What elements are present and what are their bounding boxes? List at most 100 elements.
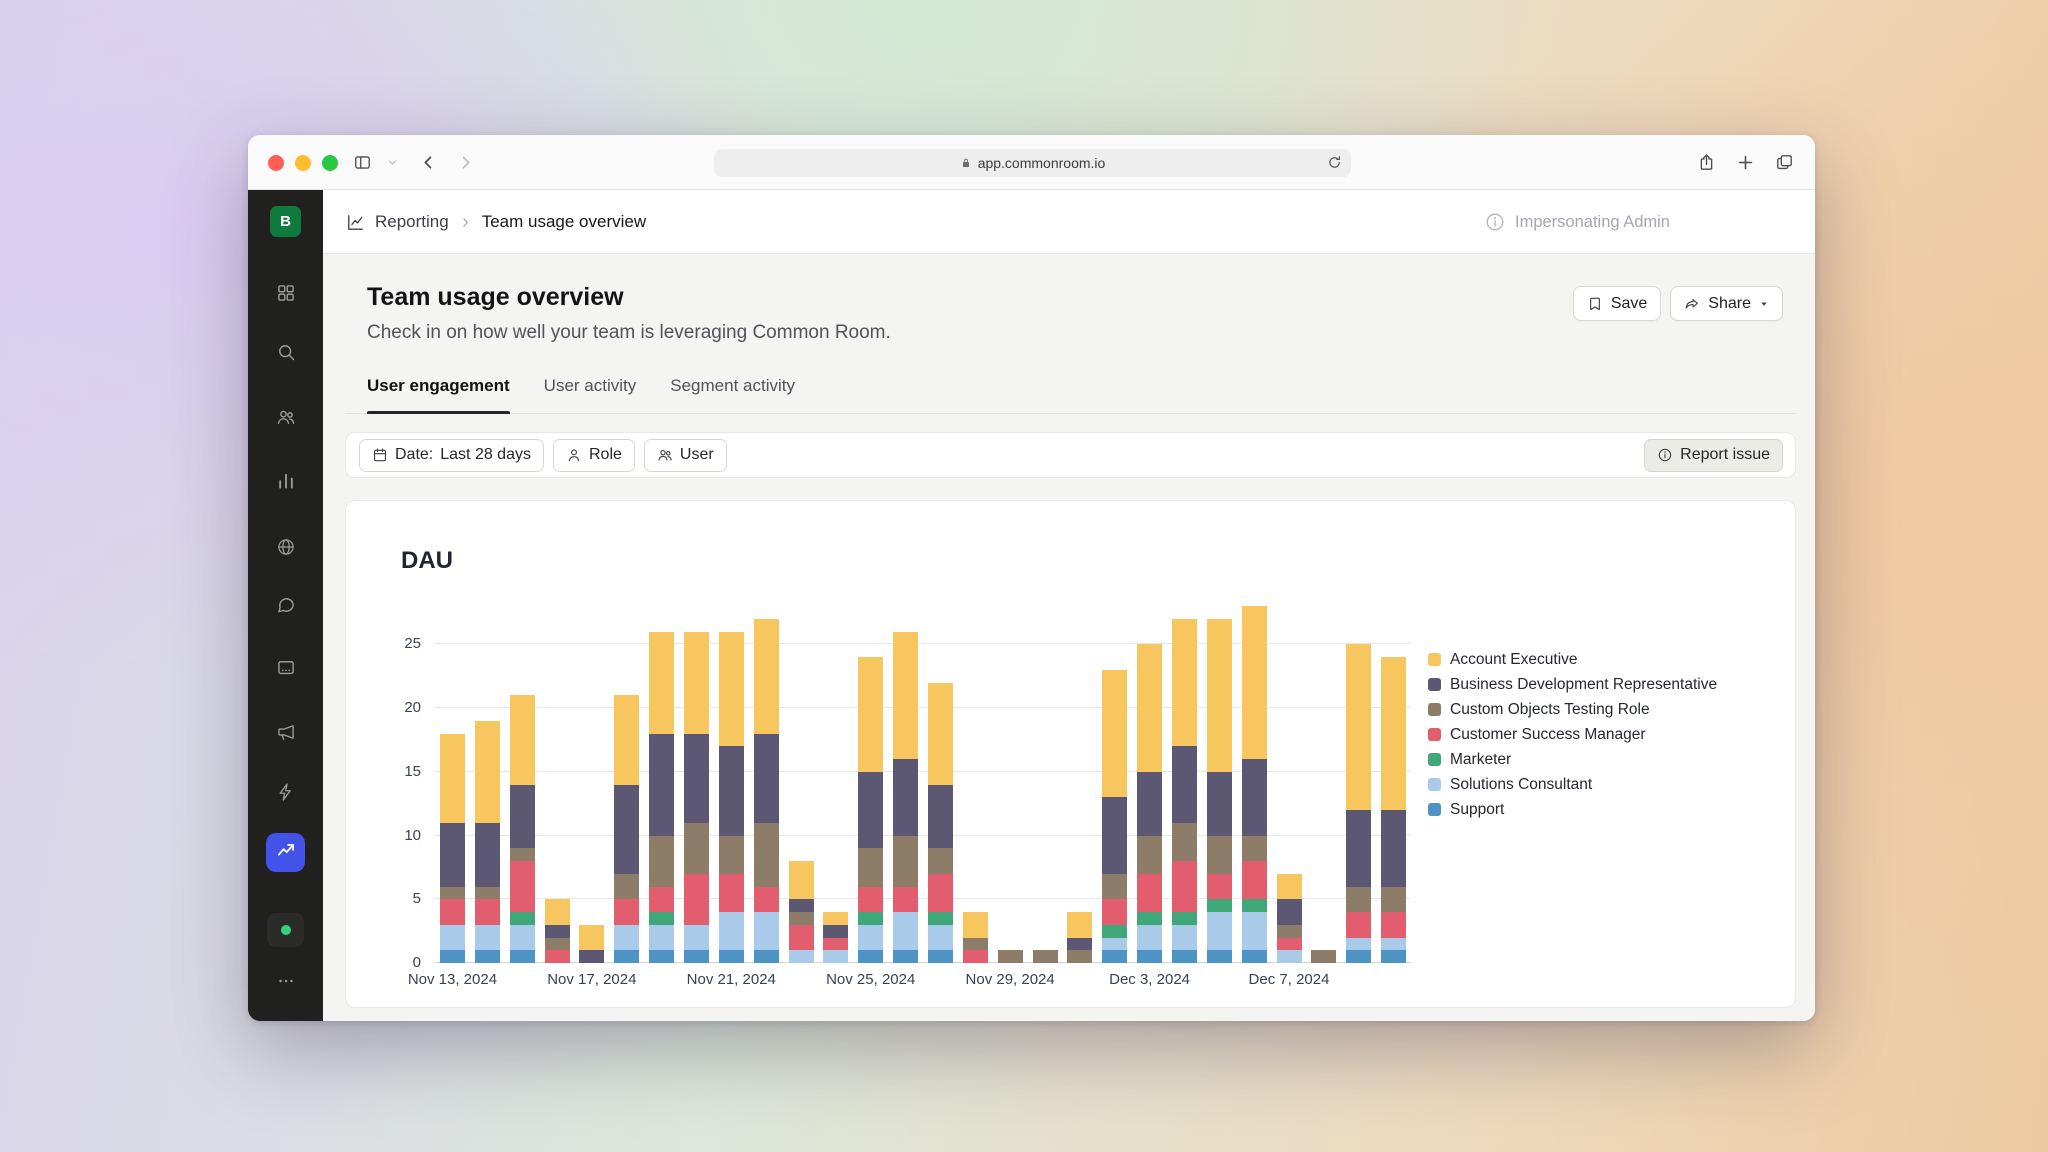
- chart-legend: Account Executive Business Development Re…: [1428, 651, 1717, 818]
- stacked-bar[interactable]: [1276, 873, 1302, 963]
- gridline-25: [435, 643, 1411, 645]
- stacked-bar[interactable]: [1102, 669, 1128, 963]
- contacts-icon: [276, 407, 296, 432]
- stacked-bar[interactable]: [823, 912, 849, 963]
- back-button[interactable]: [413, 135, 443, 190]
- fullscreen-button[interactable]: [322, 154, 338, 171]
- grid-icon: [276, 283, 296, 308]
- browser-window: app.commonroom.io B Reporting Team usage…: [248, 135, 1815, 1021]
- bar-segment: [509, 924, 535, 951]
- sidebar-item-contacts[interactable]: [266, 400, 305, 439]
- browser-share-icon[interactable]: [1691, 135, 1721, 190]
- stacked-bar[interactable]: [579, 924, 605, 963]
- status-indicator[interactable]: [267, 913, 304, 947]
- stacked-bar[interactable]: [1137, 644, 1163, 963]
- stacked-bar[interactable]: [962, 912, 988, 963]
- x-tick-label: Nov 25, 2024: [826, 971, 916, 988]
- bar-slot-nov-15: [505, 606, 540, 963]
- stacked-bar[interactable]: [683, 631, 709, 963]
- address-bar[interactable]: app.commonroom.io: [714, 149, 1351, 177]
- role-filter-button[interactable]: Role: [552, 438, 635, 472]
- stacked-bar[interactable]: [614, 695, 640, 963]
- stacked-bar[interactable]: [1381, 657, 1407, 963]
- stacked-bar[interactable]: [649, 631, 675, 963]
- bar-segment: [1206, 873, 1232, 900]
- save-icon: [1587, 296, 1603, 312]
- stacked-bar[interactable]: [753, 618, 779, 963]
- tab-user-engagement[interactable]: User engagement: [367, 375, 510, 414]
- bar-segment: [893, 759, 919, 836]
- sidebar-item-analytics[interactable]: [266, 464, 305, 503]
- sidebar-item-board[interactable]: [266, 651, 305, 690]
- bar-segment: [893, 631, 919, 759]
- bar-slot-nov-29: [993, 606, 1028, 963]
- bar-segment: [683, 950, 709, 963]
- online-dot-icon: [280, 925, 291, 935]
- bar-segment: [823, 912, 849, 925]
- date-filter-button[interactable]: Date: Last 28 days: [359, 438, 544, 472]
- bar-segment: [858, 657, 884, 772]
- bar-segment: [649, 924, 675, 951]
- report-issue-button[interactable]: Report issue: [1644, 438, 1783, 472]
- sidebar-item-campaigns[interactable]: [266, 715, 305, 754]
- stacked-bar[interactable]: [997, 950, 1023, 963]
- workspace-logo-letter: B: [280, 213, 291, 230]
- stacked-bar[interactable]: [1032, 950, 1058, 963]
- legend-item-customer-success-manager: Customer Success Manager: [1428, 726, 1717, 743]
- bar-segment: [614, 873, 640, 900]
- stacked-bar[interactable]: [544, 899, 570, 963]
- breadcrumb-reporting[interactable]: Reporting: [375, 212, 449, 231]
- minimize-button[interactable]: [295, 154, 311, 171]
- sidebar-item-reporting[interactable]: [266, 833, 305, 872]
- new-tab-icon[interactable]: [1730, 135, 1760, 190]
- sidebar-item-community[interactable]: [266, 530, 305, 569]
- bar-segment: [1102, 873, 1128, 900]
- sidebar-item-conversations[interactable]: [266, 588, 305, 627]
- legend-item-business-development-representative: Business Development Representative: [1428, 676, 1717, 693]
- bar-slot-nov-18: [609, 606, 644, 963]
- info-icon: [1484, 211, 1506, 233]
- sidebar-more-button[interactable]: [272, 970, 300, 992]
- sidebar-item-search[interactable]: [266, 335, 305, 374]
- stacked-bar[interactable]: [1206, 618, 1232, 963]
- bar-segment: [858, 886, 884, 912]
- tab-bar: User engagement User activity Segment acti…: [345, 375, 1796, 414]
- stacked-bar[interactable]: [1311, 950, 1337, 963]
- page-title: Team usage overview: [367, 283, 624, 311]
- workspace-logo[interactable]: B: [270, 206, 301, 237]
- chevron-down-icon[interactable]: [377, 135, 407, 190]
- stacked-bar[interactable]: [718, 631, 744, 963]
- user-filter-button[interactable]: User: [643, 438, 727, 472]
- tab-segment-activity[interactable]: Segment activity: [670, 376, 795, 395]
- tab-user-activity[interactable]: User activity: [543, 376, 637, 395]
- tab-overview-icon[interactable]: [1769, 135, 1799, 190]
- stacked-bar[interactable]: [788, 861, 814, 963]
- stacked-bar[interactable]: [1067, 912, 1093, 963]
- bar-segment: [614, 924, 640, 951]
- stacked-bar[interactable]: [858, 657, 884, 963]
- x-tick-label: Dec 3, 2024: [1109, 971, 1190, 988]
- stacked-bar[interactable]: [474, 720, 500, 963]
- stacked-bar[interactable]: [439, 733, 465, 963]
- stacked-bar[interactable]: [927, 682, 953, 963]
- bar-segment: [718, 950, 744, 963]
- bar-slot-nov-21: [714, 606, 749, 963]
- sidebar-item-automations[interactable]: [266, 775, 305, 814]
- stacked-bar[interactable]: [1171, 618, 1197, 963]
- stacked-bar[interactable]: [1241, 606, 1267, 963]
- forward-button[interactable]: [450, 135, 480, 190]
- lock-icon: [960, 157, 972, 169]
- close-button[interactable]: [268, 154, 284, 171]
- sidebar-toggle-icon[interactable]: [347, 135, 377, 190]
- stacked-bar[interactable]: [1346, 644, 1372, 963]
- bar-slot-nov-13: [435, 606, 470, 963]
- bar-segment: [683, 822, 709, 874]
- refresh-icon[interactable]: [1327, 155, 1342, 170]
- bar-segment: [753, 822, 779, 887]
- sidebar-item-dashboard[interactable]: [266, 276, 305, 315]
- share-button[interactable]: Share: [1670, 286, 1783, 321]
- stacked-bar[interactable]: [509, 695, 535, 963]
- stacked-bar[interactable]: [893, 631, 919, 963]
- save-button[interactable]: Save: [1572, 286, 1662, 321]
- bar-segment: [1381, 886, 1407, 912]
